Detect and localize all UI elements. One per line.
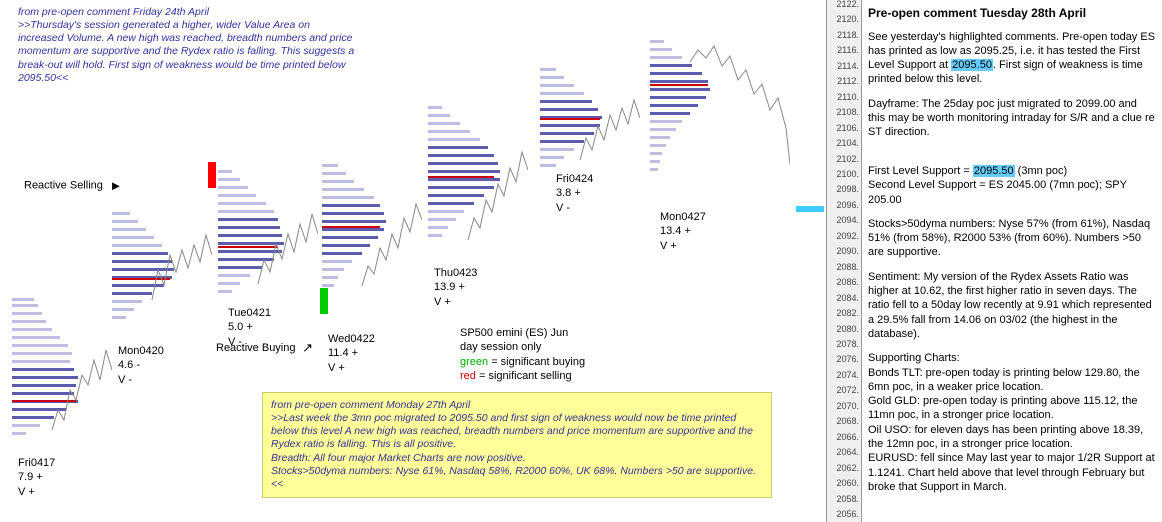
arrow-up-right-icon: ↗ <box>299 340 314 356</box>
price-path <box>428 100 528 270</box>
price-tick: 2090. <box>827 247 859 256</box>
price-tick: 2122. <box>827 0 859 9</box>
price-tick: 2072. <box>827 386 859 395</box>
bottom-comment-body3: Stocks>50dyma numbers: Nyse 61%, Nasdaq … <box>271 465 756 490</box>
reactive-selling-label: Reactive Selling ► <box>24 178 122 193</box>
price-tick: 2082. <box>827 309 859 318</box>
significant-buying-bar <box>320 288 328 314</box>
legend-line2: day session only <box>460 340 585 354</box>
price-tick: 2056. <box>827 510 859 519</box>
price-tick: 2094. <box>827 216 859 225</box>
price-tick: 2116. <box>827 46 859 55</box>
price-tick: 2108. <box>827 108 859 117</box>
price-tick: 2104. <box>827 139 859 148</box>
legend-line1: SP500 emini (ES) Jun <box>460 326 585 340</box>
top-comment-body: >>Thursday's session generated a higher,… <box>18 19 354 84</box>
right-p2: Dayframe: The 25day poc just migrated to… <box>868 97 1156 140</box>
price-tick: 2100. <box>827 170 859 179</box>
day-label-tue0421: Tue04215.0 +V - <box>228 306 271 349</box>
price-tick: 2106. <box>827 124 859 133</box>
day-fri0417 <box>12 290 112 450</box>
price-tick: 2078. <box>827 340 859 349</box>
support-level-marker <box>796 206 824 212</box>
price-tick: 2074. <box>827 371 859 380</box>
day-wed0422 <box>322 156 422 316</box>
price-tick: 2066. <box>827 433 859 442</box>
price-tick: 2070. <box>827 402 859 411</box>
price-axis: 2122. 2120. 2118. 2116. 2114. 2112. 2110. 2108.… <box>826 0 862 522</box>
price-tick: 2110. <box>827 93 859 102</box>
arrow-right-icon: ► <box>106 178 122 193</box>
day-label-wed0422: Wed042211.4 +V + <box>328 332 375 375</box>
day-mon0427 <box>650 34 790 204</box>
price-tick: 2068. <box>827 417 859 426</box>
price-tick: 2080. <box>827 325 859 334</box>
price-tick: 2086. <box>827 278 859 287</box>
right-p3: First Level Support = 2095.50 (3mn poc) … <box>868 150 1156 207</box>
price-tick: 2084. <box>827 294 859 303</box>
price-tick: 2060. <box>827 479 859 488</box>
significant-selling-bar <box>208 162 216 188</box>
price-tick: 2102. <box>827 155 859 164</box>
right-commentary-panel: Pre-open comment Tuesday 28th April See … <box>868 6 1162 504</box>
day-tue0421 <box>218 164 318 314</box>
price-tick: 2092. <box>827 232 859 241</box>
right-p4: Stocks>50dyma numbers: Nyse 57% (from 61… <box>868 217 1156 260</box>
price-path <box>322 156 422 316</box>
bottom-comment-lead: from pre-open comment Monday 27th April <box>271 399 470 411</box>
highlight-support-1: 2095.50 <box>951 59 993 71</box>
price-tick: 2062. <box>827 464 859 473</box>
right-p1: See yesterday's highlighted comments. Pr… <box>868 30 1156 87</box>
price-tick: 2096. <box>827 201 859 210</box>
price-tick: 2064. <box>827 448 859 457</box>
price-path <box>12 290 112 450</box>
day-label-mon0420: Mon04204.6 -V - <box>118 344 164 387</box>
top-pre-open-comment: from pre-open comment Friday 24th April … <box>18 6 358 85</box>
top-comment-lead: from pre-open comment Friday 24th April <box>18 6 209 18</box>
highlight-support-2: 2095.50 <box>973 165 1015 177</box>
price-tick: 2118. <box>827 31 859 40</box>
price-tick: 2088. <box>827 263 859 272</box>
day-label-fri0417: Fri04177.9 +V + <box>18 456 55 499</box>
right-p5: Sentiment: My version of the Rydex Asset… <box>868 270 1156 341</box>
right-panel-title: Pre-open comment Tuesday 28th April <box>868 6 1156 22</box>
day-fri0424 <box>540 60 640 190</box>
main-chart-area: from pre-open comment Friday 24th April … <box>0 0 840 522</box>
price-tick: 2058. <box>827 495 859 504</box>
price-tick: 2112. <box>827 77 859 86</box>
day-label-thu0423: Thu042313.9 +V + <box>434 266 477 309</box>
bottom-comment-body2: Breadth: All four major Market Charts ar… <box>271 452 526 464</box>
price-tick: 2076. <box>827 355 859 364</box>
bottom-comment-body1: >>Last week the 3mn poc migrated to 2095… <box>271 412 753 450</box>
price-tick: 2098. <box>827 185 859 194</box>
chart-legend: SP500 emini (ES) Jun day session only gr… <box>460 326 585 383</box>
legend-line3: green = significant buying <box>460 355 585 369</box>
price-tick: 2120. <box>827 15 859 24</box>
bottom-pre-open-comment: from pre-open comment Monday 27th April … <box>262 392 772 498</box>
right-p6: Supporting Charts: Bonds TLT: pre-open t… <box>868 351 1156 494</box>
price-path <box>650 34 790 204</box>
day-label-fri0424: Fri04243.8 +V - <box>556 172 593 215</box>
legend-line4: red = significant selling <box>460 369 585 383</box>
price-path <box>218 164 318 314</box>
price-path <box>112 200 212 340</box>
price-path <box>540 60 640 190</box>
day-mon0420 <box>112 200 212 340</box>
price-tick: 2114. <box>827 62 859 71</box>
day-thu0423 <box>428 100 528 270</box>
day-label-mon0427: Mon042713.4 +V + <box>660 210 706 253</box>
